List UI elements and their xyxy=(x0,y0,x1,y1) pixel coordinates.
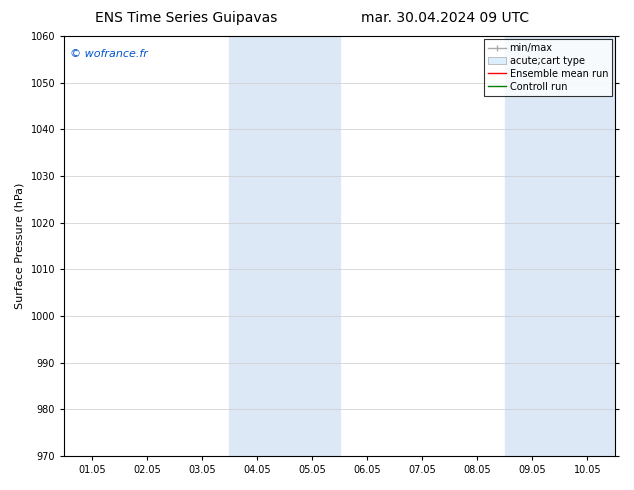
Text: ENS Time Series Guipavas: ENS Time Series Guipavas xyxy=(95,11,278,25)
Text: © wofrance.fr: © wofrance.fr xyxy=(70,49,148,59)
Legend: min/max, acute;cart type, Ensemble mean run, Controll run: min/max, acute;cart type, Ensemble mean … xyxy=(484,39,612,96)
Bar xyxy=(230,36,340,456)
Y-axis label: Surface Pressure (hPa): Surface Pressure (hPa) xyxy=(15,183,25,309)
Text: mar. 30.04.2024 09 UTC: mar. 30.04.2024 09 UTC xyxy=(361,11,529,25)
Bar xyxy=(505,36,615,456)
